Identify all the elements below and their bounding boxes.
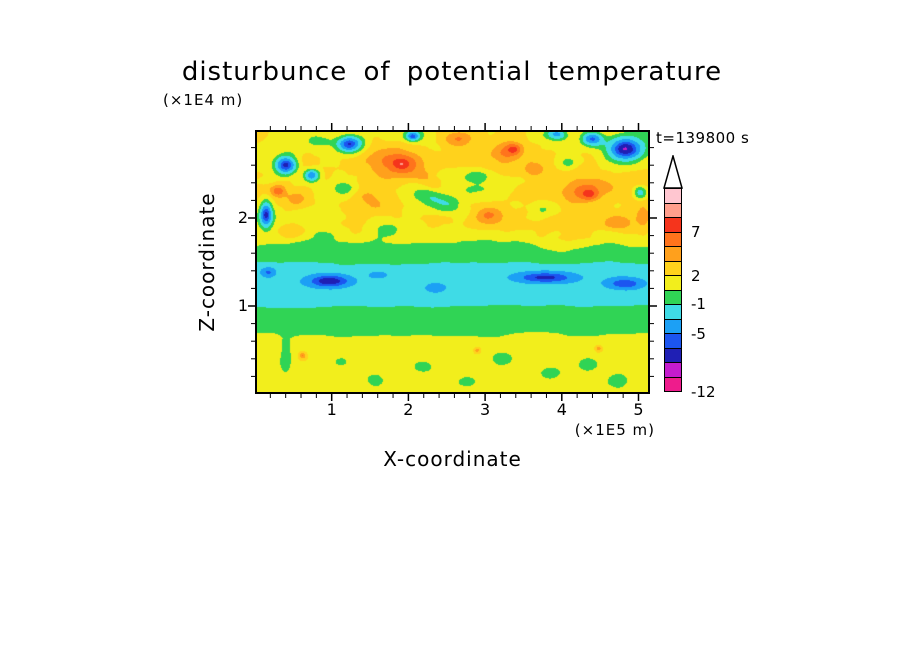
time-stamp-label: t=139800 s — [656, 129, 750, 147]
colorbar-segment — [664, 275, 682, 291]
y-axis-unit-label: (×1E4 m) — [163, 91, 244, 109]
colorbar-segment — [664, 246, 682, 262]
x-tick-label: 4 — [556, 400, 567, 419]
colorbar-segment — [664, 188, 682, 204]
colorbar-tick-label: 7 — [691, 222, 701, 241]
contour-field-canvas — [257, 132, 648, 392]
colorbar-tick-label: -1 — [691, 295, 706, 314]
colorbar-segment — [664, 217, 682, 233]
x-axis-title: X-coordinate — [383, 447, 522, 471]
colorbar-segment — [664, 376, 682, 392]
x-tick-label: 3 — [480, 400, 491, 419]
colorbar-segment — [664, 260, 682, 276]
colorbar-segment — [664, 318, 682, 334]
colorbar-overflow-arrow-icon — [663, 155, 683, 189]
chart-title: disturbunce of potential temperature — [181, 57, 723, 87]
colorbar-tick-label: 2 — [691, 266, 701, 285]
colorbar-segment — [664, 333, 682, 349]
colorbar-tick-label: -5 — [691, 324, 706, 343]
x-tick-label: 5 — [633, 400, 644, 419]
colorbar-segment — [664, 362, 682, 378]
colorbar-segment — [664, 202, 682, 218]
colorbar-segment — [664, 289, 682, 305]
colorbar-segment — [664, 347, 682, 363]
y-axis-title: Z-coordinate — [195, 192, 219, 332]
colorbar — [664, 188, 682, 392]
colorbar-tick-label: -12 — [691, 383, 716, 401]
y-tick-label: 1 — [237, 296, 248, 315]
x-tick-label: 1 — [326, 400, 337, 419]
x-axis-unit-label: (×1E5 m) — [574, 421, 655, 439]
colorbar-segment — [664, 231, 682, 247]
plot-area — [255, 130, 650, 394]
x-tick-label: 2 — [403, 400, 414, 419]
colorbar-segment — [664, 304, 682, 320]
y-tick-label: 2 — [237, 208, 248, 227]
